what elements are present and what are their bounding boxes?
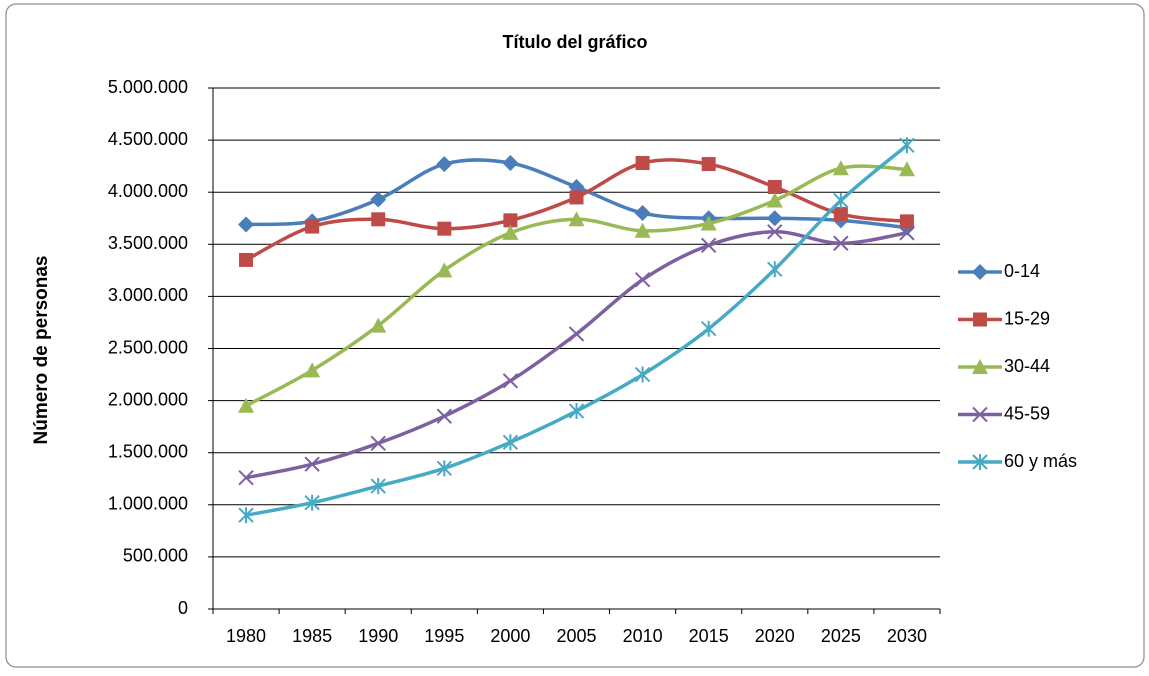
x-tick-label: 1990 [358, 626, 398, 646]
y-tick-label: 2.000.000 [108, 389, 188, 409]
legend-marker [972, 359, 988, 374]
data-point [371, 212, 386, 227]
data-point [569, 190, 584, 205]
data-point [503, 213, 518, 228]
data-point [833, 192, 849, 209]
legend-marker [972, 406, 988, 423]
data-point [238, 507, 254, 524]
data-point [568, 211, 585, 227]
x-tick-label: 2000 [490, 626, 530, 646]
data-point [899, 137, 915, 154]
y-axis-title: Número de personas [31, 256, 52, 445]
y-tick-label: 5.000.000 [108, 77, 188, 97]
data-point [899, 225, 915, 241]
data-point [502, 434, 519, 451]
data-point [436, 262, 453, 278]
chart-title: Título del gráfico [502, 32, 647, 52]
legend-marker [972, 264, 988, 280]
data-point [502, 224, 519, 240]
x-tick-label: 2025 [821, 626, 861, 646]
y-tick-label: 1.500.000 [108, 441, 188, 461]
data-point [701, 157, 716, 172]
data-point [767, 179, 782, 194]
data-point [436, 408, 453, 424]
data-point [833, 235, 849, 251]
data-point [899, 214, 914, 229]
data-point [766, 210, 783, 227]
data-point [437, 221, 452, 236]
y-tick-label: 3.000.000 [108, 285, 188, 305]
x-tick-label: 1980 [226, 626, 266, 646]
y-tick-label: 4.000.000 [108, 181, 188, 201]
x-tick-label: 1995 [424, 626, 464, 646]
y-tick-label: 0 [178, 598, 188, 618]
legend-label: 30-44 [1004, 356, 1050, 376]
y-tick-label: 1.000.000 [108, 494, 188, 514]
data-point [436, 460, 453, 477]
x-tick-label: 2030 [887, 626, 927, 646]
y-tick-label: 4.500.000 [108, 129, 188, 149]
data-point [766, 192, 783, 208]
data-point [767, 261, 783, 278]
data-point [634, 222, 651, 238]
data-point [502, 155, 519, 172]
data-point [305, 219, 320, 234]
data-point [370, 191, 387, 208]
data-point [370, 435, 386, 452]
data-point [238, 470, 254, 486]
data-point [634, 366, 651, 383]
legend-marker [972, 454, 988, 470]
legend-label: 45-59 [1004, 403, 1050, 423]
data-point [238, 216, 255, 233]
data-point [635, 156, 650, 171]
legend-marker [973, 312, 987, 327]
data-point [898, 161, 915, 177]
data-point [370, 317, 387, 333]
x-tick-label: 1985 [292, 626, 332, 646]
x-tick-label: 2020 [755, 626, 795, 646]
data-point [700, 215, 717, 231]
x-tick-label: 2015 [689, 626, 729, 646]
y-tick-label: 2.500.000 [108, 337, 188, 357]
data-point [568, 403, 585, 420]
data-point [700, 237, 717, 254]
data-point [700, 320, 717, 337]
data-point [436, 156, 453, 173]
data-point [304, 456, 320, 472]
data-point [304, 362, 321, 378]
data-point [634, 272, 651, 288]
x-tick-label: 2010 [623, 626, 663, 646]
data-point [239, 252, 254, 267]
legend-label: 60 y más [1004, 451, 1077, 471]
data-point [832, 160, 849, 176]
data-point [833, 207, 848, 222]
y-tick-label: 500.000 [123, 546, 188, 566]
data-point [370, 478, 386, 495]
x-tick-label: 2005 [556, 626, 596, 646]
data-point [568, 326, 585, 342]
legend-label: 15-29 [1004, 308, 1050, 328]
data-point [502, 373, 519, 389]
y-tick-label: 3.500.000 [108, 233, 188, 253]
series-line [245, 143, 909, 517]
data-point [767, 224, 783, 240]
data-point [304, 494, 320, 511]
data-point [238, 397, 255, 413]
legend-label: 0-14 [1004, 261, 1040, 281]
data-point [634, 205, 651, 222]
